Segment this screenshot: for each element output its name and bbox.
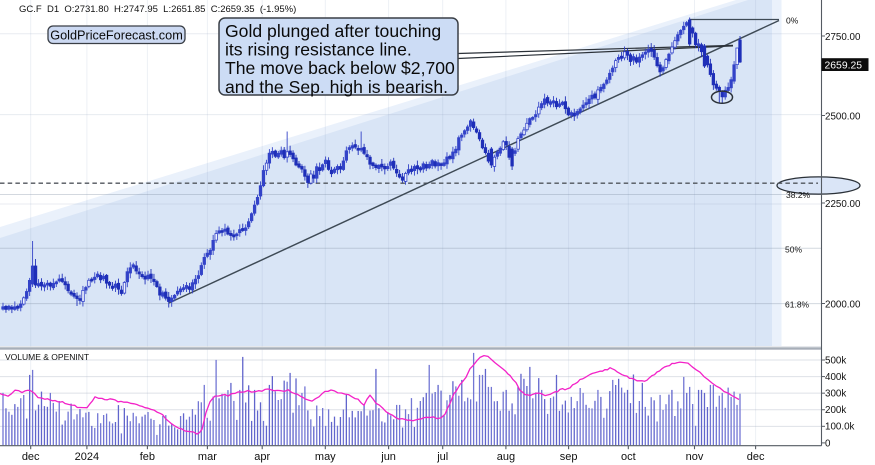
svg-text:GoldPriceForecast.com: GoldPriceForecast.com bbox=[50, 29, 183, 43]
svg-text:400k: 400k bbox=[825, 372, 846, 383]
svg-text:sep: sep bbox=[560, 451, 578, 463]
svg-text:100.0k: 100.0k bbox=[825, 422, 855, 433]
svg-text:61.8%: 61.8% bbox=[785, 300, 810, 310]
svg-text:2659.25: 2659.25 bbox=[825, 60, 863, 71]
svg-text:feb: feb bbox=[140, 451, 155, 463]
svg-text:dec: dec bbox=[22, 451, 40, 463]
svg-text:0: 0 bbox=[825, 438, 831, 449]
svg-text:Gold plunged after touching: Gold plunged after touching bbox=[225, 21, 441, 41]
svg-text:dec: dec bbox=[747, 451, 765, 463]
svg-text:2000.00: 2000.00 bbox=[825, 300, 861, 311]
svg-text:GC.F D1 O:2731.80 H:2747.95: GC.F D1 O:2731.80 H:2747.95 L:2651.85 C:… bbox=[19, 4, 296, 15]
svg-text:300k: 300k bbox=[825, 389, 846, 400]
svg-text:200k: 200k bbox=[825, 405, 846, 416]
svg-text:oct: oct bbox=[621, 451, 636, 463]
svg-text:38.2%: 38.2% bbox=[786, 190, 811, 200]
svg-text:2500.00: 2500.00 bbox=[825, 112, 861, 123]
svg-text:may: may bbox=[315, 451, 336, 463]
svg-text:2250.00: 2250.00 bbox=[825, 199, 861, 210]
svg-text:VOLUME & OPENINT: VOLUME & OPENINT bbox=[5, 352, 89, 362]
svg-text:mar: mar bbox=[198, 451, 217, 463]
svg-text:and the Sep. high is bearish.: and the Sep. high is bearish. bbox=[225, 77, 448, 97]
svg-text:50%: 50% bbox=[785, 245, 802, 255]
svg-text:2750.00: 2750.00 bbox=[825, 32, 861, 43]
svg-text:its rising resistance line.: its rising resistance line. bbox=[225, 40, 412, 60]
svg-text:The move back below $2,700: The move back below $2,700 bbox=[225, 58, 455, 78]
svg-text:aug: aug bbox=[497, 451, 515, 463]
svg-text:500k: 500k bbox=[825, 355, 846, 366]
svg-text:0%: 0% bbox=[786, 16, 799, 26]
svg-text:nov: nov bbox=[686, 451, 704, 463]
svg-text:jun: jun bbox=[380, 451, 396, 463]
svg-text:2024: 2024 bbox=[75, 451, 99, 463]
svg-text:apr: apr bbox=[254, 451, 270, 463]
svg-text:jul: jul bbox=[436, 451, 448, 463]
